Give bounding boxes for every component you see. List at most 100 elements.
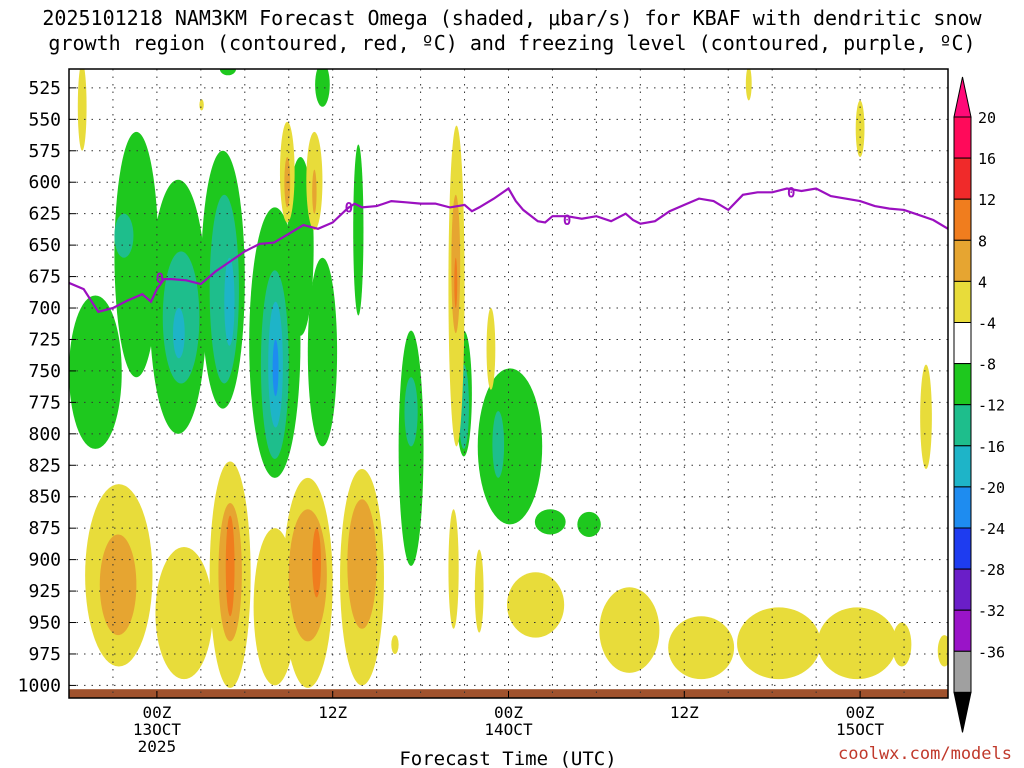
x-tick-label-0-2: 13OCT: [133, 720, 182, 739]
x-tick-label-2-2: 14OCT: [484, 720, 533, 739]
y-tick-label-525: 525: [28, 78, 61, 99]
omega-region-50: [347, 499, 377, 629]
omega-region-35: [486, 308, 496, 390]
y-tick-label-550: 550: [28, 109, 61, 130]
omega-region-56: [668, 616, 735, 680]
y-tick-label-1000: 1000: [18, 675, 61, 696]
colorbar-swatch-13: [953, 650, 972, 693]
omega-region-41: [155, 547, 213, 680]
omega-region-24: [577, 511, 601, 537]
omega-region-40: [99, 534, 137, 636]
omega-region-31: [312, 169, 317, 214]
y-tick-label-925: 925: [28, 581, 61, 602]
colorbar-swatch-1: [953, 157, 972, 200]
omega-region-22: [492, 411, 505, 478]
y-tick-label-875: 875: [28, 518, 61, 539]
omega-region-26: [77, 69, 87, 151]
y-tick-label-800: 800: [28, 424, 61, 445]
omega-region-1: [114, 131, 159, 378]
y-tick-label-675: 675: [28, 267, 61, 288]
omega-region-13: [287, 157, 314, 336]
chart-title: 2025101218 NAM3KM Forecast Omega (shaded…: [0, 6, 1024, 56]
freezing-level-line: [69, 186, 948, 314]
colorbar-swatch-7: [953, 404, 972, 447]
x-tick-label-4-1: 00Z: [846, 703, 875, 722]
omega-region-34: [454, 257, 458, 309]
colorbar-label-8: -16: [978, 438, 1005, 456]
colorbar-label-7: -12: [978, 397, 1005, 415]
omega-region-25: [219, 69, 237, 76]
omega-region-0: [69, 295, 122, 449]
freezing-level-label-3: 0: [787, 185, 795, 201]
title-line-2: growth region (contoured, red, ºC) and f…: [48, 31, 976, 55]
colorbar-bottom-arrow: [953, 691, 972, 733]
colorbar-swatch-9: [953, 486, 972, 529]
colorbar-label-5: -4: [978, 315, 996, 333]
omega-region-2: [114, 213, 134, 258]
omega-region-12: [272, 339, 279, 397]
omega-region-54: [507, 572, 565, 638]
colorbar-swatch-0: [953, 116, 972, 159]
omega-region-14: [307, 257, 338, 447]
omega-region-60: [937, 635, 948, 667]
omega-shading-layer: [69, 69, 948, 698]
colorbar-swatch-5: [953, 322, 972, 365]
colorbar-label-1: 16: [978, 150, 996, 168]
omega-region-37: [855, 100, 865, 158]
y-tick-label-650: 650: [28, 235, 61, 256]
colorbar-swatch-2: [953, 198, 972, 241]
colorbar-swatch-10: [953, 527, 972, 570]
y-tick-label-900: 900: [28, 550, 61, 571]
colorbar-top-arrow: [953, 76, 972, 118]
omega-region-15: [315, 69, 330, 107]
y-tick-label-625: 625: [28, 204, 61, 225]
omega-region-5: [173, 308, 185, 359]
y-tick-label-700: 700: [28, 298, 61, 319]
omega-region-55: [599, 587, 660, 673]
y-tick-label-825: 825: [28, 455, 61, 476]
omega-region-51: [391, 635, 399, 654]
colorbar-swatch-11: [953, 568, 972, 611]
source-watermark: coolwx.com/models: [838, 744, 1012, 764]
x-tick-label-1-1: 12Z: [318, 703, 347, 722]
y-tick-label-725: 725: [28, 329, 61, 350]
freezing-level-label-2: 0: [563, 213, 571, 229]
colorbar-label-2: 12: [978, 191, 996, 209]
omega-region-17: [398, 330, 424, 566]
omega-region-58: [817, 607, 897, 680]
omega-region-8: [224, 257, 235, 346]
colorbar-label-12: -32: [978, 602, 1005, 620]
y-tick-label-575: 575: [28, 141, 61, 162]
omega-region-57: [737, 607, 821, 680]
omega-region-38: [920, 364, 932, 470]
x-tick-label-4-2: 15OCT: [836, 720, 885, 739]
omega-region-48: [312, 528, 321, 598]
omega-region-18: [404, 377, 418, 447]
colorbar-label-13: -36: [978, 643, 1005, 661]
omega-region-47: [288, 509, 327, 642]
colorbar-label-0: 20: [978, 109, 996, 127]
x-tick-label-2-1: 00Z: [494, 703, 523, 722]
colorbar-label-4: 4: [978, 273, 987, 291]
x-tick-label-0-1: 00Z: [142, 703, 171, 722]
omega-region-21: [477, 368, 543, 525]
y-tick-label-950: 950: [28, 613, 61, 634]
colorbar-label-9: -20: [978, 479, 1005, 497]
y-tick-label-750: 750: [28, 361, 61, 382]
omega-region-53: [474, 549, 484, 633]
omega-region-36: [745, 69, 752, 101]
colorbar: 20 16 12 8 4 -4 -8 -12 -16 -20 -24 -28 -32 -36: [953, 76, 1005, 733]
freezing-level-label-1: 0: [345, 200, 353, 216]
omega-region-27: [199, 99, 204, 111]
omega-region-59: [892, 622, 912, 667]
omega-region-44: [225, 515, 235, 617]
title-line-1: 2025101218 NAM3KM Forecast Omega (shaded…: [42, 6, 982, 30]
x-axis-label: Forecast Time (UTC): [399, 748, 616, 768]
y-tick-label-600: 600: [28, 172, 61, 193]
x-tick-label-3-1: 12Z: [670, 703, 699, 722]
y-tick-label-775: 775: [28, 392, 61, 413]
colorbar-swatch-6: [953, 363, 972, 406]
omega-region-52: [448, 509, 459, 629]
freezing-level-layer: 0 0 0 0: [69, 185, 948, 314]
